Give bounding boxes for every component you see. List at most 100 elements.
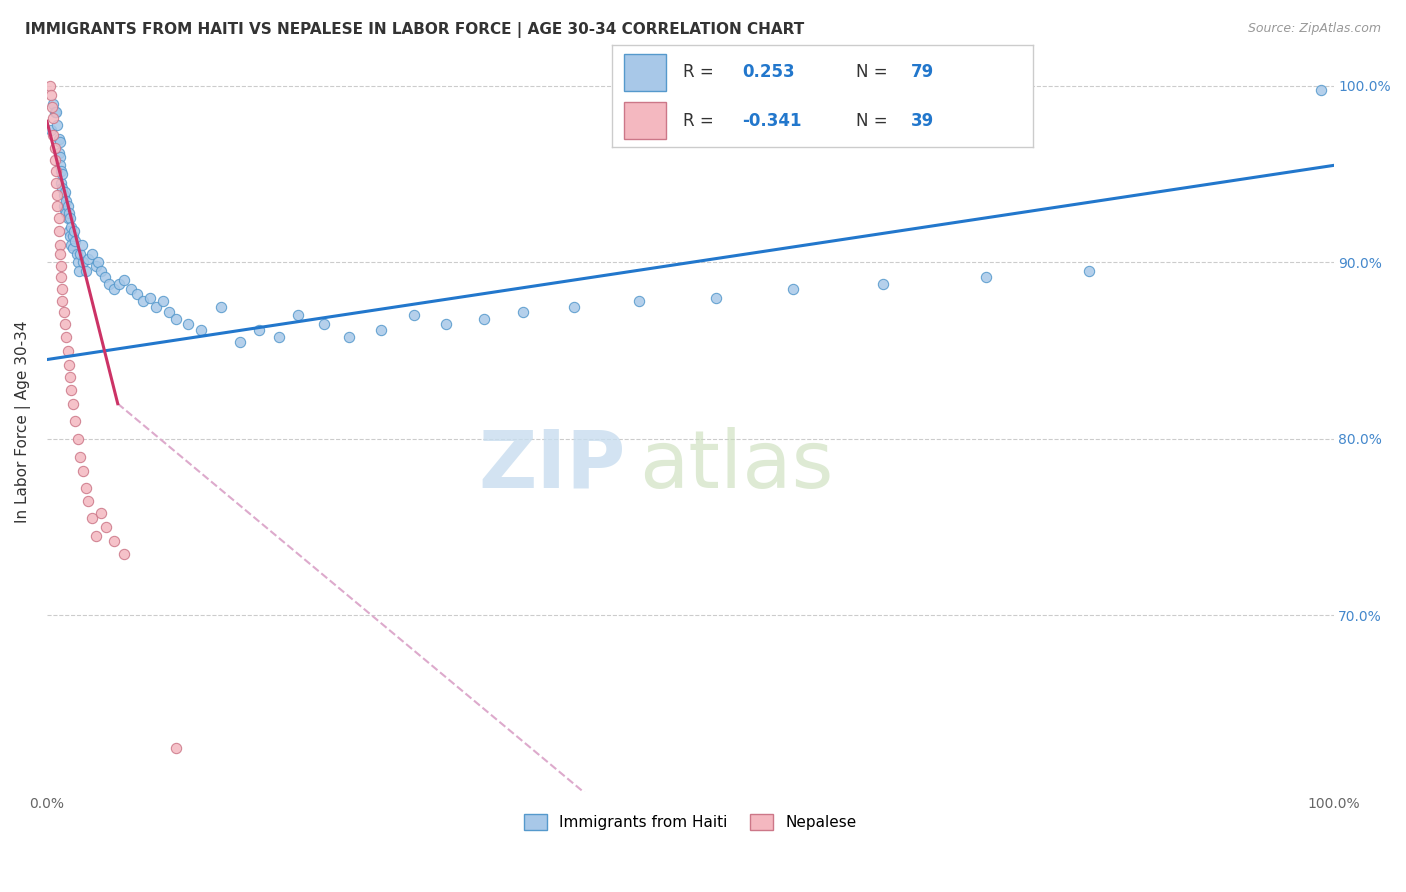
Point	[247, 322, 270, 336]
Point	[42, 128, 65, 143]
Point	[62, 241, 84, 255]
Point	[44, 105, 66, 120]
Point	[177, 318, 200, 332]
Point	[56, 199, 79, 213]
Text: ZIP: ZIP	[478, 426, 626, 505]
Text: N =: N =	[856, 63, 887, 81]
Point	[70, 237, 93, 252]
Point	[65, 414, 87, 428]
Point	[58, 224, 80, 238]
Point	[94, 269, 117, 284]
Point	[45, 176, 67, 190]
Point	[145, 300, 167, 314]
Point	[157, 305, 180, 319]
Text: R =: R =	[683, 112, 714, 129]
Point	[165, 740, 187, 755]
Point	[209, 300, 232, 314]
Point	[190, 322, 212, 336]
Point	[75, 264, 97, 278]
Point	[66, 432, 89, 446]
Point	[49, 259, 72, 273]
Text: N =: N =	[856, 112, 887, 129]
Point	[139, 291, 162, 305]
Point	[80, 511, 103, 525]
Point	[90, 506, 112, 520]
Legend: Immigrants from Haiti, Nepalese: Immigrants from Haiti, Nepalese	[517, 808, 863, 836]
Point	[287, 309, 309, 323]
Point	[72, 464, 94, 478]
Point	[49, 246, 72, 260]
Point	[62, 397, 84, 411]
Point	[974, 269, 997, 284]
Point	[103, 534, 125, 549]
Text: atlas: atlas	[638, 426, 834, 505]
Point	[49, 136, 72, 150]
Point	[58, 358, 80, 372]
Point	[66, 255, 89, 269]
Point	[120, 282, 142, 296]
Point	[51, 282, 73, 296]
Point	[72, 255, 94, 269]
Point	[51, 167, 73, 181]
Point	[58, 206, 80, 220]
Point	[52, 305, 75, 319]
Point	[45, 163, 67, 178]
Point	[49, 176, 72, 190]
Point	[512, 305, 534, 319]
Point	[59, 211, 82, 226]
Point	[48, 132, 70, 146]
Point	[564, 300, 586, 314]
Text: 79: 79	[911, 63, 935, 81]
Text: 0.253: 0.253	[742, 63, 794, 81]
Point	[48, 211, 70, 226]
Point	[370, 322, 392, 336]
Point	[55, 194, 77, 208]
Point	[44, 153, 66, 167]
Y-axis label: In Labor Force | Age 30-34: In Labor Force | Age 30-34	[15, 320, 31, 523]
Point	[45, 105, 67, 120]
Point	[38, 78, 60, 93]
Point	[42, 111, 65, 125]
Text: Source: ZipAtlas.com: Source: ZipAtlas.com	[1247, 22, 1381, 36]
Point	[312, 318, 335, 332]
Point	[42, 96, 65, 111]
Point	[46, 118, 69, 132]
Point	[46, 199, 69, 213]
Point	[782, 282, 804, 296]
Point	[53, 318, 76, 332]
Point	[125, 287, 148, 301]
Point	[59, 370, 82, 384]
Point	[49, 150, 72, 164]
Point	[84, 529, 107, 543]
Point	[112, 273, 135, 287]
Point	[84, 259, 107, 273]
Point	[60, 383, 83, 397]
Point	[63, 224, 86, 238]
Point	[49, 163, 72, 178]
Bar	[624, 102, 666, 139]
Point	[337, 329, 360, 343]
Point	[872, 277, 894, 291]
Point	[103, 282, 125, 296]
Point	[49, 237, 72, 252]
Point	[434, 318, 457, 332]
Point	[52, 188, 75, 202]
Point	[59, 229, 82, 244]
Point	[49, 158, 72, 172]
Point	[87, 255, 110, 269]
Point	[69, 450, 91, 464]
Point	[112, 547, 135, 561]
Point	[1309, 82, 1331, 96]
Point	[152, 294, 174, 309]
Point	[75, 482, 97, 496]
Point	[267, 329, 290, 343]
Point	[44, 141, 66, 155]
Point	[132, 294, 155, 309]
Text: IMMIGRANTS FROM HAITI VS NEPALESE IN LABOR FORCE | AGE 30-34 CORRELATION CHART: IMMIGRANTS FROM HAITI VS NEPALESE IN LAB…	[25, 22, 804, 38]
Point	[51, 181, 73, 195]
Text: -0.341: -0.341	[742, 112, 801, 129]
Point	[77, 252, 100, 266]
Point	[46, 188, 69, 202]
Point	[77, 493, 100, 508]
Point	[51, 294, 73, 309]
